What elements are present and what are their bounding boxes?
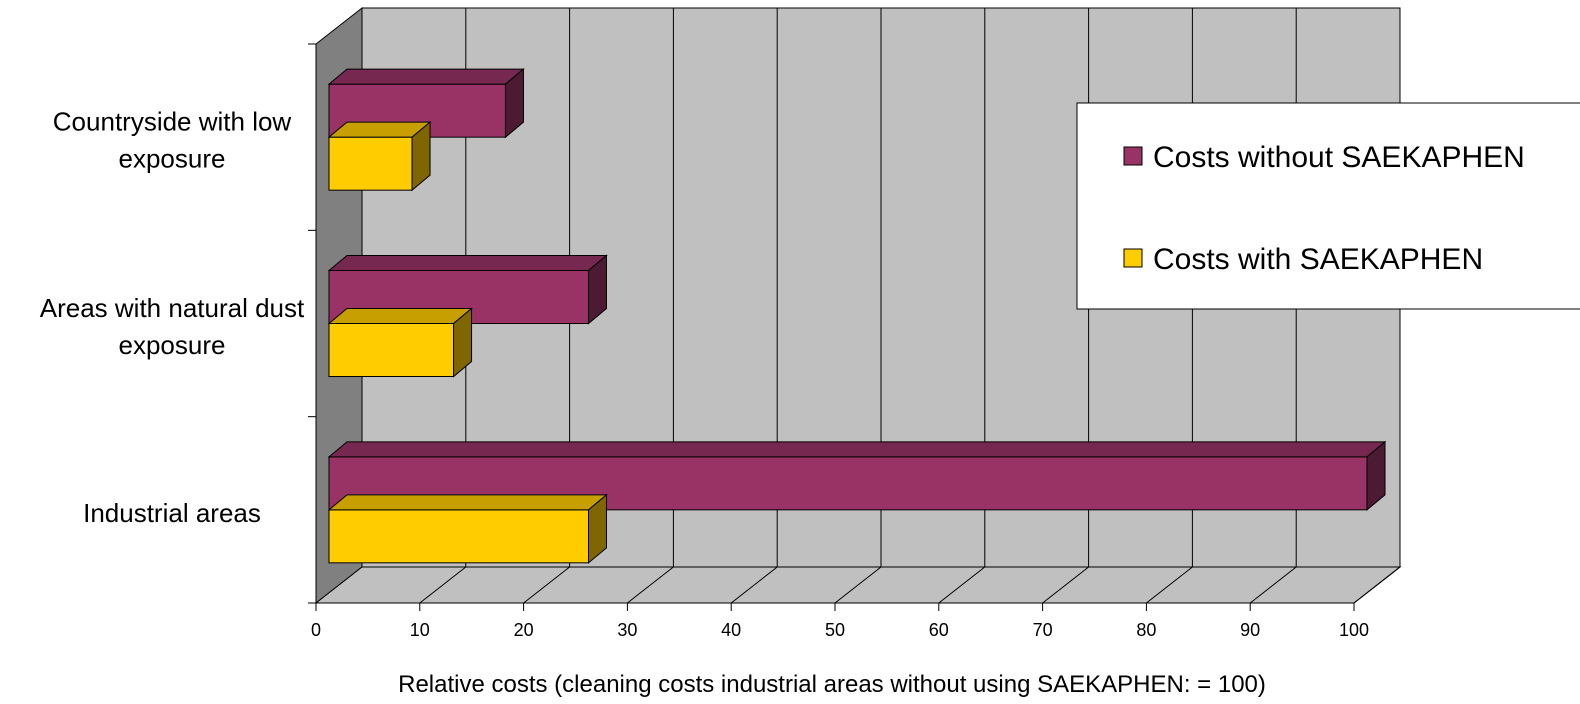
legend-label-with: Costs with SAEKAPHEN [1153,243,1483,276]
bar-front [328,509,589,564]
bar [327,493,608,564]
floor-gridline [419,566,467,604]
bar-side [1366,440,1386,511]
category-label: exposure [119,330,226,360]
bar-top [327,494,608,511]
floor-gridline [523,566,570,604]
bar-top [327,255,608,271]
floor-gridline [1249,566,1297,604]
legend-label-without: Costs without SAEKAPHEN [1153,141,1525,174]
category-label: Industrial areas [83,498,261,528]
bar-front [328,323,455,377]
x-tick-label: 100 [1339,620,1369,640]
x-tick-label: 50 [825,620,845,640]
bar-top [327,308,473,324]
x-tick-label: 30 [617,620,637,640]
bar-side [453,307,473,378]
bar [327,121,432,192]
x-tick-label: 90 [1240,620,1260,640]
x-tick-label: 20 [514,620,534,640]
floor-gridline [1042,566,1089,604]
floor-gridline [730,566,778,604]
floor-gridline [1146,566,1193,604]
x-tick-label: 80 [1136,620,1156,640]
x-tick-labels: 0 10 20 30 40 50 60 70 80 90 100 [311,620,1369,640]
axes [308,43,1355,611]
legend-box [1076,102,1580,310]
bars [327,68,1387,564]
bar-front [328,136,413,191]
x-tick-label: 10 [410,620,430,640]
bar-side [411,121,431,192]
x-axis-title: Relative costs (cleaning costs industria… [398,671,1266,698]
x-tick-label: 0 [311,620,321,640]
bar-side [588,254,607,325]
floor-gridline [938,566,986,604]
bar-top [327,68,525,85]
bar-side [588,493,607,564]
category-label: Countryside with low [53,107,292,137]
legend-swatch-without [1123,146,1143,166]
floor-gridline [1353,566,1401,604]
bar [327,307,473,378]
bar-side [504,68,524,139]
bar [327,440,1387,511]
bar-top [327,441,1387,458]
category-label: exposure [119,144,226,174]
legend: Costs without SAEKAPHEN Costs with SAEKA… [1076,102,1580,310]
legend-swatch-with [1123,248,1143,268]
x-tick-label: 60 [929,620,949,640]
x-tick-label: 40 [721,620,741,640]
x-tick-label: 70 [1033,620,1053,640]
category-labels: Countryside with low exposure Areas with n… [40,107,305,528]
floor-gridline [834,566,882,604]
category-label: Areas with natural dust [40,293,305,323]
floor-gridline [627,566,674,604]
